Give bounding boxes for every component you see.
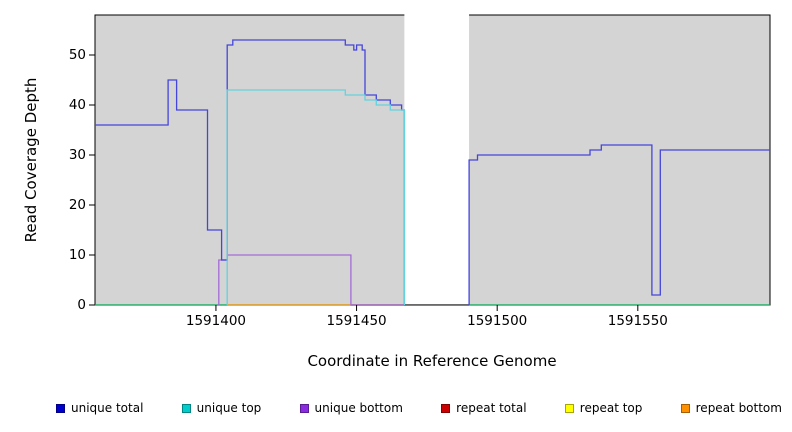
legend-item-unique-bottom: unique bottom: [299, 401, 403, 415]
y-tick-label: 50: [68, 47, 86, 63]
x-axis-title: Coordinate in Reference Genome: [307, 352, 557, 370]
legend-swatch-repeat-bottom: [680, 403, 690, 413]
legend: unique total unique top unique bottom re…: [56, 401, 782, 415]
legend-item-unique-total: unique total: [56, 401, 143, 415]
legend-swatch-repeat-top: [564, 403, 574, 413]
legend-swatch-unique-top: [181, 403, 191, 413]
y-axis-title: Read Coverage Depth: [22, 77, 40, 243]
gap-region: [404, 14, 470, 304]
series-unique-top: [226, 89, 406, 305]
legend-item-repeat-top: repeat top: [564, 401, 643, 415]
legend-item-repeat-bottom: repeat bottom: [680, 401, 782, 415]
series-unique-total: [95, 39, 770, 305]
legend-swatch-unique-total: [56, 403, 65, 413]
y-tick-label: 40: [68, 97, 86, 113]
x-tick-label: 1591450: [326, 313, 387, 329]
legend-item-repeat-total: repeat total: [441, 401, 527, 415]
legend-swatch-repeat-total: [441, 403, 451, 413]
x-tick-label: 1591400: [185, 313, 246, 329]
legend-label: repeat bottom: [695, 401, 782, 415]
y-tick-label: 0: [77, 297, 86, 313]
y-tick-label: 10: [68, 247, 86, 263]
legend-label: repeat top: [579, 401, 643, 415]
legend-label: repeat total: [456, 401, 527, 415]
legend-label: unique total: [71, 401, 144, 415]
legend-label: unique bottom: [314, 401, 403, 415]
y-tick-label: 30: [68, 147, 86, 163]
legend-label: unique top: [196, 401, 262, 415]
legend-swatch-unique-bottom: [299, 403, 309, 413]
y-tick-label: 20: [68, 197, 86, 213]
legend-item-unique-top: unique top: [181, 401, 262, 415]
x-tick-label: 1591500: [467, 313, 528, 329]
x-tick-label: 1591550: [607, 313, 668, 329]
